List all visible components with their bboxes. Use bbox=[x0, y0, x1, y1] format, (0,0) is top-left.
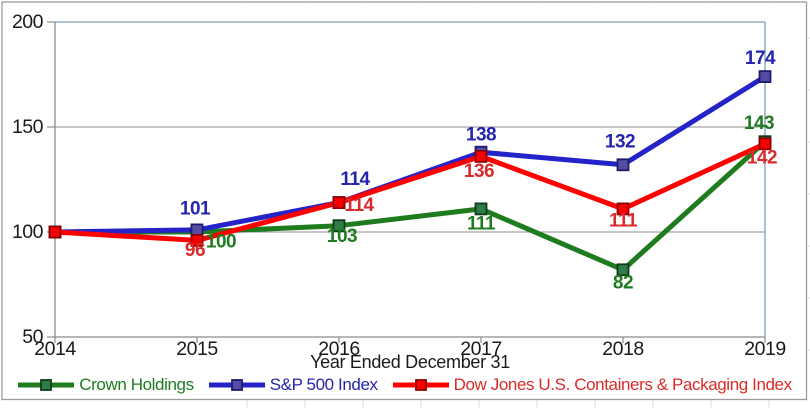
data-point-marker-dow-jones-u-s-containers-packaging-index bbox=[190, 233, 204, 247]
series-line-s-p-500-index bbox=[54, 74, 767, 235]
legend-marker-dow-jones-u-s-containers-packaging-index bbox=[392, 379, 449, 391]
data-point-label-crown-holdings: 100 bbox=[206, 232, 236, 253]
figure-border bbox=[1, 1, 808, 401]
legend-label-crown-holdings: Crown Holdings bbox=[79, 375, 194, 394]
y-tick-label: 150 bbox=[12, 116, 44, 138]
data-point-label-dow-jones-u-s-containers-packaging-index: 96 bbox=[185, 240, 205, 261]
legend-marker-crown-holdings bbox=[18, 379, 75, 391]
data-point-label-s-p-500-index: 138 bbox=[466, 125, 496, 146]
data-point-marker-dow-jones-u-s-containers-packaging-index bbox=[48, 225, 62, 239]
data-point-marker-dow-jones-u-s-containers-packaging-index bbox=[332, 196, 346, 210]
data-point-label-crown-holdings: 82 bbox=[613, 272, 633, 293]
x-tick-label: 2016 bbox=[318, 338, 359, 360]
data-point-label-dow-jones-u-s-containers-packaging-index: 136 bbox=[464, 161, 494, 182]
data-point-marker-crown-holdings bbox=[616, 263, 630, 277]
chart-legend: Crown Holdings S&P 500 Index Dow Jones U.S… bbox=[0, 372, 810, 398]
legend-label-s-p-500-index: S&P 500 Index bbox=[269, 375, 378, 394]
x-tick-label: 2018 bbox=[602, 338, 643, 360]
y-tick-label: 100 bbox=[12, 221, 44, 243]
legend-label-dow-jones-u-s-containers-packaging-index: Dow Jones U.S. Containers & Packaging In… bbox=[453, 375, 793, 394]
data-point-marker-dow-jones-u-s-containers-packaging-index bbox=[758, 137, 772, 151]
data-point-label-dow-jones-u-s-containers-packaging-index: 114 bbox=[344, 195, 374, 216]
x-tick-label: 2017 bbox=[460, 338, 501, 360]
series-line-crown-holdings bbox=[55, 139, 767, 273]
x-tick-label: 2015 bbox=[176, 338, 218, 360]
legend-item-s-p-500-index: S&P 500 Index bbox=[208, 375, 378, 395]
data-point-label-crown-holdings: 103 bbox=[327, 226, 357, 247]
data-point-marker-crown-holdings bbox=[474, 202, 488, 216]
legend-item-crown-holdings: Crown Holdings bbox=[18, 375, 194, 395]
x-tick-label: 2014 bbox=[34, 338, 76, 360]
y-tick-label: 50 bbox=[22, 326, 43, 348]
data-point-label-dow-jones-u-s-containers-packaging-index: 111 bbox=[609, 210, 638, 231]
data-point-label-dow-jones-u-s-containers-packaging-index: 142 bbox=[747, 147, 777, 168]
y-tick-label: 200 bbox=[12, 11, 44, 33]
data-point-label-s-p-500-index: 101 bbox=[180, 198, 211, 219]
data-point-label-s-p-500-index: 174 bbox=[745, 48, 776, 69]
data-point-marker-s-p-500-index bbox=[758, 70, 772, 83]
data-point-label-crown-holdings: 111 bbox=[467, 213, 496, 234]
data-point-marker-s-p-500-index bbox=[616, 158, 630, 172]
series-line-dow-jones-u-s-containers-packaging-index bbox=[54, 141, 767, 243]
data-point-label-crown-holdings: 143 bbox=[744, 113, 774, 134]
data-point-marker-s-p-500-index bbox=[190, 223, 204, 237]
data-point-marker-dow-jones-u-s-containers-packaging-index bbox=[474, 149, 488, 163]
data-point-label-s-p-500-index: 132 bbox=[605, 131, 635, 152]
legend-marker-s-p-500-index bbox=[208, 379, 265, 391]
data-point-label-s-p-500-index: 114 bbox=[340, 169, 370, 190]
legend-item-dow-jones-u-s-containers-packaging-index: Dow Jones U.S. Containers & Packaging In… bbox=[392, 375, 793, 395]
data-point-marker-dow-jones-u-s-containers-packaging-index bbox=[616, 202, 630, 216]
x-tick-label: 2019 bbox=[744, 338, 785, 360]
data-point-marker-crown-holdings bbox=[332, 219, 346, 233]
